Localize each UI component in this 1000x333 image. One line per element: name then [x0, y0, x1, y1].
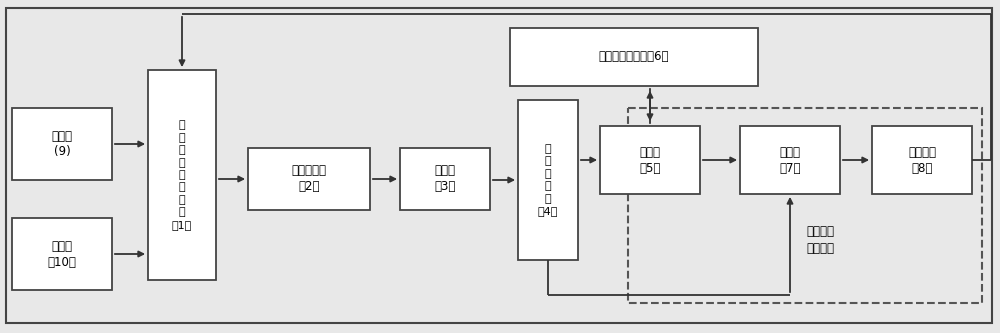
Text: 信
号
处
理
及
控
制
器
（1）: 信 号 处 理 及 控 制 器 （1） — [172, 121, 192, 229]
Text: 隔离器
（3）: 隔离器 （3） — [434, 165, 456, 193]
Bar — [12, 108, 112, 180]
Text: 乘法器
（7）: 乘法器 （7） — [779, 146, 801, 174]
Text: 压力计
(9): 压力计 (9) — [52, 130, 72, 159]
Bar — [740, 126, 840, 194]
Text: 谐振频率
扫描模块: 谐振频率 扫描模块 — [806, 225, 834, 255]
Bar — [600, 126, 700, 194]
Text: 环形器
（5）: 环形器 （5） — [639, 146, 661, 174]
Text: 温度计
（10）: 温度计 （10） — [48, 239, 76, 268]
Text: 功
率
分
配
器
（4）: 功 率 分 配 器 （4） — [538, 144, 558, 216]
Bar — [628, 108, 982, 303]
Text: 扫频信号源
（2）: 扫频信号源 （2） — [292, 165, 326, 193]
Bar — [12, 218, 112, 290]
Text: 低通滤波
（8）: 低通滤波 （8） — [908, 146, 936, 174]
Bar — [510, 28, 758, 86]
Bar — [148, 70, 216, 280]
Bar — [248, 148, 370, 210]
Bar — [400, 148, 490, 210]
Bar — [872, 126, 972, 194]
Bar — [518, 100, 578, 260]
Text: 微波测量谐振腔（6）: 微波测量谐振腔（6） — [599, 51, 669, 64]
